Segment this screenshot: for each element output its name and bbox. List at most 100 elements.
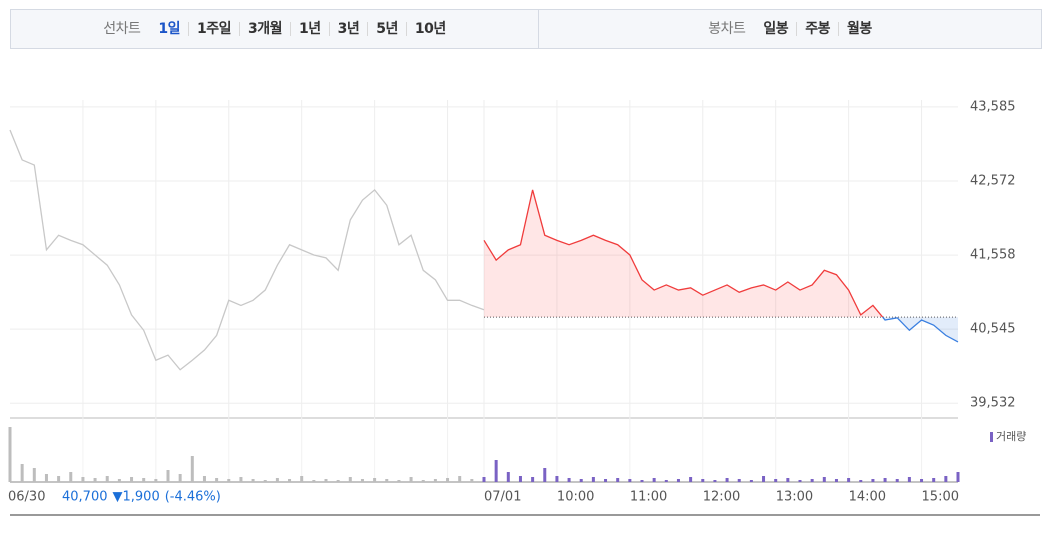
volume-bar bbox=[543, 468, 547, 482]
volume-bar bbox=[871, 479, 875, 482]
y-tick-label: 40,545 bbox=[970, 322, 1016, 337]
price-info: (-4.46%) bbox=[165, 490, 221, 505]
volume-bar bbox=[239, 477, 243, 482]
volume-bar bbox=[822, 477, 826, 482]
volume-bar bbox=[93, 478, 97, 482]
price-line bbox=[9, 129, 485, 371]
tab-label: 선차트 bbox=[103, 21, 141, 37]
volume-bar bbox=[446, 478, 450, 482]
x-tick-label: 15:00 bbox=[922, 490, 959, 505]
volume-bar bbox=[69, 472, 73, 482]
volume-bar bbox=[20, 464, 24, 482]
volume-bar bbox=[263, 480, 267, 482]
volume-bar bbox=[518, 476, 522, 482]
volume-bar bbox=[834, 479, 838, 482]
volume-bar bbox=[227, 479, 231, 482]
volume-bar bbox=[591, 477, 595, 482]
volume-bar bbox=[312, 480, 316, 482]
volume-bar bbox=[920, 479, 924, 482]
chart-tabs: 선차트 1일 1주일 3개월 1년 3년 5년 10년 봉차트 일봉 주봉 월봉 bbox=[10, 9, 1042, 49]
candle-tabs: 봉차트 일봉 주봉 월봉 bbox=[539, 10, 1041, 48]
x-tick-label: 12:00 bbox=[703, 490, 740, 505]
volume-bar bbox=[713, 480, 717, 482]
volume-bar bbox=[8, 427, 12, 482]
volume-bar bbox=[300, 476, 304, 482]
volume-bar bbox=[433, 479, 437, 482]
tab-label: 봉차트 bbox=[708, 21, 746, 37]
volume-bar bbox=[798, 480, 802, 482]
volume-bar bbox=[409, 477, 413, 482]
tab[interactable]: 일봉 bbox=[763, 21, 789, 37]
volume-bar bbox=[664, 480, 668, 482]
price-info: 40,700 bbox=[62, 490, 108, 505]
volume-bar bbox=[847, 478, 851, 482]
volume-bar bbox=[32, 468, 36, 482]
volume-bar bbox=[397, 480, 401, 482]
tab[interactable]: 1일 bbox=[158, 21, 180, 37]
volume-bar bbox=[956, 472, 960, 482]
volume-bar bbox=[725, 478, 729, 482]
volume-bar bbox=[142, 478, 146, 482]
volume-bar bbox=[178, 474, 182, 482]
volume-bar bbox=[190, 456, 194, 482]
volume-bar bbox=[859, 480, 863, 482]
volume-bar bbox=[737, 479, 741, 482]
volume-bar bbox=[288, 479, 292, 482]
volume-bar bbox=[895, 479, 899, 482]
y-tick-label: 42,572 bbox=[970, 173, 1016, 188]
tab[interactable]: 1년 bbox=[290, 22, 329, 36]
line-tabs: 선차트 1일 1주일 3개월 1년 3년 5년 10년 bbox=[11, 10, 539, 48]
volume-bar bbox=[336, 480, 340, 482]
tab[interactable]: 5년 bbox=[367, 22, 406, 36]
volume-bar bbox=[494, 460, 498, 482]
tab[interactable]: 1주일 bbox=[187, 22, 239, 36]
volume-bar bbox=[774, 479, 778, 482]
volume-bar bbox=[373, 478, 377, 482]
volume-bar bbox=[944, 476, 948, 482]
volume-bar bbox=[130, 477, 134, 482]
volume-bar bbox=[531, 477, 535, 482]
volume-bar bbox=[786, 478, 790, 482]
volume-bar bbox=[154, 479, 158, 482]
volume-bar bbox=[275, 478, 279, 482]
x-tick-label: 06/30 bbox=[8, 490, 45, 505]
volume-bar bbox=[215, 478, 219, 482]
x-tick-label: 10:00 bbox=[557, 490, 594, 505]
volume-bar bbox=[579, 479, 583, 482]
volume-bar bbox=[749, 480, 753, 482]
tab[interactable]: 주봉 bbox=[796, 22, 838, 36]
volume-bar bbox=[810, 479, 814, 482]
volume-bar bbox=[676, 479, 680, 482]
volume-bar bbox=[105, 476, 109, 482]
x-tick-label: 13:00 bbox=[776, 490, 813, 505]
x-tick-label: 14:00 bbox=[849, 490, 886, 505]
price-line bbox=[483, 189, 884, 318]
volume-bar bbox=[932, 478, 936, 482]
x-tick-label: 11:00 bbox=[630, 490, 667, 505]
tab[interactable]: 3개월 bbox=[239, 22, 290, 36]
volume-bar bbox=[458, 476, 462, 482]
volume-bar bbox=[348, 477, 352, 482]
volume-bar bbox=[628, 479, 632, 482]
y-tick-label: 39,532 bbox=[970, 396, 1016, 411]
volume-bar bbox=[482, 477, 486, 482]
y-tick-label: 41,558 bbox=[970, 248, 1016, 263]
volume-bar bbox=[883, 478, 887, 482]
volume-bar bbox=[81, 477, 85, 482]
volume-bar bbox=[166, 470, 170, 482]
tab[interactable]: 3년 bbox=[328, 22, 368, 36]
tab[interactable]: 월봉 bbox=[837, 22, 880, 36]
volume-bar bbox=[506, 472, 510, 482]
x-tick-label: 07/01 bbox=[484, 490, 521, 505]
volume-bar bbox=[567, 478, 571, 482]
volume-bar bbox=[762, 476, 766, 482]
y-tick-label: 43,585 bbox=[970, 99, 1016, 114]
volume-bar bbox=[652, 478, 656, 482]
volume-bar bbox=[44, 474, 48, 482]
volume-bar bbox=[689, 477, 693, 482]
volume-bar bbox=[421, 480, 425, 482]
volume-bar bbox=[360, 479, 364, 482]
tab[interactable]: 10년 bbox=[405, 22, 454, 36]
